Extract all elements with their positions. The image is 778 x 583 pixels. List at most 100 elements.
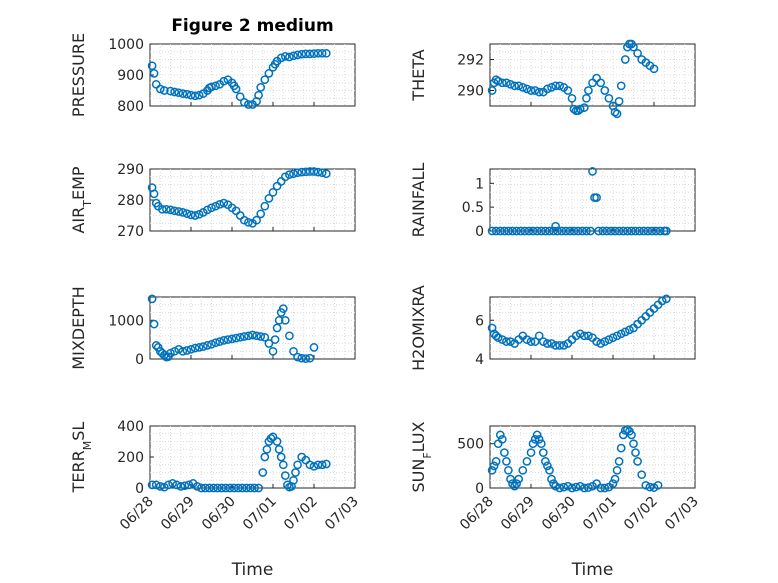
- data-point: [530, 434, 540, 444]
- data-point: [661, 294, 671, 304]
- data-point: [616, 443, 626, 453]
- data-point: [231, 84, 241, 94]
- y-tick-label: 290: [457, 84, 484, 100]
- data-point: [260, 201, 270, 211]
- data-point: [217, 483, 227, 493]
- data-point: [186, 344, 196, 354]
- data-point: [504, 226, 513, 236]
- data-point: [285, 52, 294, 62]
- data-point: [186, 90, 196, 100]
- data-point: [289, 169, 298, 179]
- data-point: [190, 91, 200, 101]
- data-point: [209, 483, 218, 493]
- data-point: [174, 207, 184, 216]
- data-point: [491, 331, 501, 341]
- data-point: [538, 448, 548, 457]
- data-point: [522, 457, 532, 466]
- data-point: [198, 342, 208, 351]
- data-point: [182, 346, 192, 355]
- data-point: [166, 348, 175, 358]
- data-point: [514, 81, 524, 91]
- data-point: [596, 78, 606, 88]
- data-point: [518, 83, 528, 92]
- data-point: [516, 226, 526, 236]
- data-point: [557, 226, 567, 236]
- data-point: [502, 337, 511, 346]
- data-point: [567, 93, 577, 103]
- data-point: [553, 226, 562, 236]
- data-point: [551, 81, 560, 91]
- data-point: [493, 76, 503, 86]
- data-point: [538, 337, 548, 346]
- data-point: [227, 334, 237, 344]
- data-point: [545, 465, 554, 475]
- data-point: [258, 468, 268, 477]
- data-point: [530, 86, 540, 95]
- data-point: [285, 170, 294, 179]
- data-point: [493, 333, 503, 343]
- data-point: [264, 69, 274, 78]
- panel-mixdepth: 0 1000 MIXDEPTH: [69, 286, 356, 370]
- data-point: [641, 480, 651, 490]
- data-point: [655, 226, 665, 236]
- data-point: [536, 439, 546, 449]
- data-point: [264, 194, 274, 203]
- x-axis-label: Time: [231, 560, 274, 580]
- y-tick-label: 4: [475, 352, 484, 368]
- x-tick-label: 06/29: [498, 494, 538, 534]
- data-point: [211, 81, 220, 91]
- data-point: [555, 483, 565, 493]
- x-tick-label: 07/03: [322, 494, 362, 534]
- data-point: [289, 475, 298, 485]
- y-tick-label: 500: [457, 437, 484, 453]
- data-point: [239, 215, 249, 225]
- data-point: [604, 335, 614, 344]
- x-tick-label: 07/02: [281, 494, 321, 534]
- data-point: [534, 87, 544, 97]
- y-axis-label: H2OMIXRA: [409, 285, 428, 371]
- data-point: [614, 226, 624, 236]
- data-point: [582, 226, 591, 236]
- panel-h2omixra: 4 6 H2OMIXRA: [409, 285, 696, 371]
- data-point: [608, 333, 618, 343]
- data-point: [151, 480, 161, 490]
- data-point: [262, 444, 272, 454]
- data-point: [280, 471, 290, 480]
- data-point: [653, 480, 663, 490]
- data-point: [541, 457, 550, 466]
- data-point: [223, 335, 233, 344]
- panel-pressure: 800 900 1000 PRESSURE Figure 2 medium: [69, 16, 356, 117]
- data-point: [549, 226, 558, 236]
- data-point: [645, 482, 655, 492]
- data-point: [317, 168, 327, 178]
- data-point: [274, 315, 284, 325]
- y-tick-label: 1000: [108, 37, 144, 53]
- data-point: [276, 53, 286, 63]
- data-point: [170, 87, 179, 97]
- data-point: [612, 331, 622, 341]
- data-point: [256, 83, 266, 92]
- data-point: [612, 109, 622, 119]
- data-point: [256, 332, 266, 341]
- data-point: [623, 425, 632, 434]
- data-point: [246, 483, 255, 493]
- data-point: [321, 459, 331, 469]
- y-axis-label: TERRMSL: [69, 422, 94, 494]
- data-point: [276, 452, 286, 462]
- data-point: [491, 457, 501, 466]
- data-point: [207, 82, 216, 92]
- data-point: [239, 332, 249, 341]
- data-point: [280, 315, 290, 325]
- data-point: [491, 226, 501, 236]
- y-axis-label: THETA: [409, 49, 428, 101]
- data-point: [235, 332, 245, 342]
- data-point: [293, 50, 302, 60]
- data-point: [207, 203, 216, 213]
- data-point: [233, 483, 243, 493]
- data-point: [147, 61, 157, 71]
- data-point: [211, 338, 220, 348]
- data-point: [297, 353, 307, 363]
- data-point: [500, 448, 509, 457]
- data-point: [629, 42, 638, 52]
- y-axis-label: MIXDEPTH: [69, 286, 88, 369]
